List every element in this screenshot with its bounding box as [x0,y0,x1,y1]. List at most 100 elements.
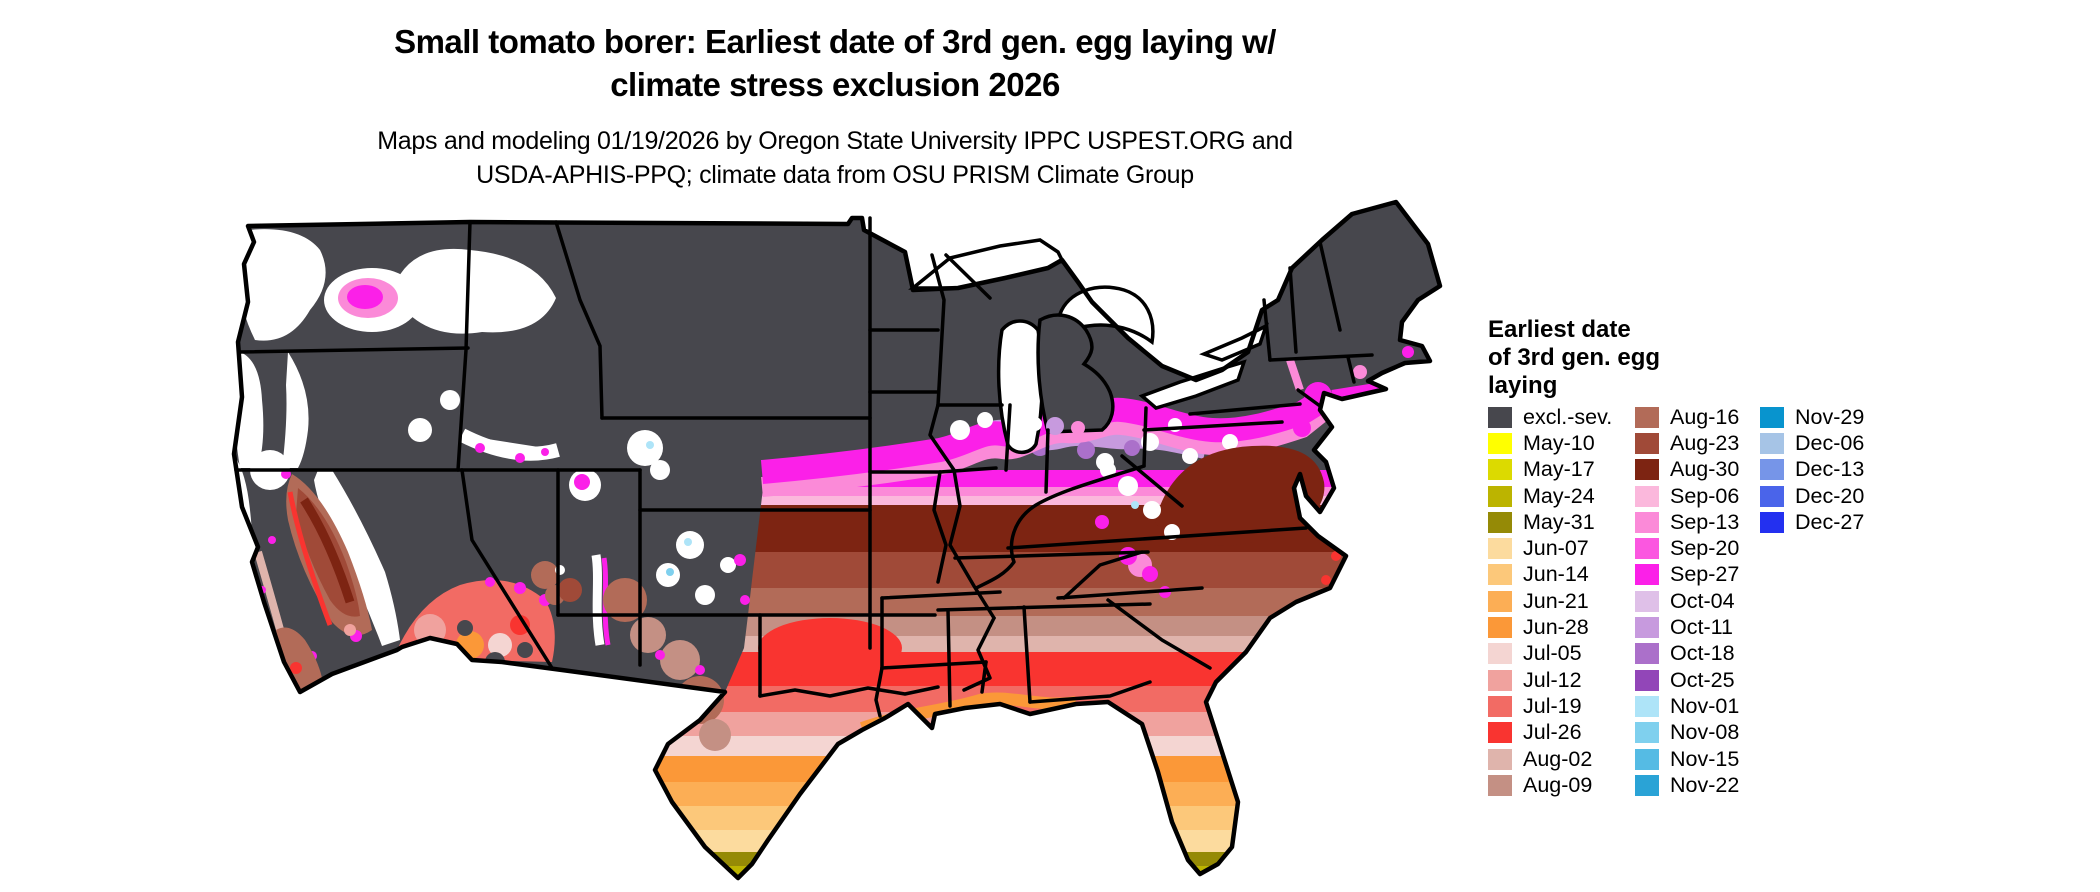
legend-swatch [1635,774,1659,796]
legend-item: Jul-19 [1488,693,1612,719]
legend-label: May-17 [1523,457,1595,482]
legend-item: excl.-sev. [1488,404,1612,430]
legend-swatch [1488,695,1512,717]
legend-column-2: Aug-16 Aug-23 Aug-30 Sep-06 Sep-13 Sep-20 Sep-… [1635,404,1739,798]
michigan-mitten [1036,313,1115,434]
legend-swatch [1488,774,1512,796]
legend-label: Oct-18 [1670,641,1735,666]
legend-label: Aug-16 [1670,404,1740,429]
legend-label: Sep-06 [1670,483,1740,508]
legend-label: May-31 [1523,509,1595,534]
legend-label: Aug-30 [1670,457,1740,482]
page-title-line1: Small tomato borer: Earliest date of 3rd… [394,23,1276,60]
legend-item: Oct-11 [1635,614,1739,640]
lake-ontario [1199,322,1269,362]
legend-item: Aug-16 [1635,404,1739,430]
legend-swatch [1488,669,1512,691]
legend-label: Dec-20 [1795,483,1865,508]
map-legend: Earliest date of 3rd gen. egg laying exc… [1488,316,2098,797]
legend-swatch [1635,643,1659,665]
legend-swatch [1488,485,1512,507]
legend-item: Aug-09 [1488,772,1612,798]
legend-swatch [1635,485,1659,507]
legend-swatch [1635,538,1659,560]
legend-label: Jul-05 [1523,641,1582,666]
legend-swatch [1760,485,1784,507]
legend-item: Oct-04 [1635,588,1739,614]
legend-swatch [1488,459,1512,481]
legend-swatch [1488,748,1512,770]
legend-label: Jul-19 [1523,693,1582,718]
legend-swatch [1488,564,1512,586]
legend-swatch [1488,511,1512,533]
legend-label: Jun-21 [1523,588,1589,613]
legend-swatch [1488,406,1512,428]
legend-column-3: Nov-29 Dec-06 Dec-13 Dec-20 Dec-27 [1760,404,1864,535]
page-subtitle-line2: USDA-APHIS-PPQ; climate data from OSU PR… [476,161,1194,189]
legend-label: Oct-04 [1670,588,1735,613]
legend-swatch [1488,590,1512,612]
page-title: Small tomato borer: Earliest date of 3rd… [230,20,1440,106]
us-outline [231,199,1443,881]
legend-swatch [1635,695,1659,717]
legend-label: Aug-09 [1523,772,1593,797]
legend-label: Sep-20 [1670,536,1740,561]
page-subtitle-line1: Maps and modeling 01/19/2026 by Oregon S… [377,127,1293,155]
legend-swatch [1760,406,1784,428]
legend-swatch [1760,459,1784,481]
legend-item: Nov-15 [1635,746,1739,772]
legend-swatch [1760,432,1784,454]
page-subtitle: Maps and modeling 01/19/2026 by Oregon S… [230,124,1440,192]
legend-swatch [1488,617,1512,639]
legend-label: Dec-27 [1795,509,1865,534]
legend-swatch [1488,432,1512,454]
legend-label: Jun-28 [1523,615,1589,640]
legend-swatch [1635,511,1659,533]
legend-label: Oct-25 [1670,667,1735,692]
legend-item: Jul-26 [1488,720,1612,746]
legend-item: May-24 [1488,483,1612,509]
legend-item: Oct-18 [1635,641,1739,667]
legend-label: Dec-13 [1795,457,1865,482]
legend-label: Jul-26 [1523,720,1582,745]
legend-swatch [1635,722,1659,744]
legend-label: Jul-12 [1523,667,1582,692]
page-title-line2: climate stress exclusion 2026 [610,66,1060,103]
legend-swatch [1635,590,1659,612]
legend-label: Sep-13 [1670,509,1740,534]
legend-item: Dec-20 [1760,483,1864,509]
state-borders [234,216,1374,718]
legend-item: Dec-13 [1760,457,1864,483]
legend-label: Nov-22 [1670,772,1740,797]
legend-item: Sep-27 [1635,562,1739,588]
legend-item: Nov-01 [1635,693,1739,719]
legend-label: May-10 [1523,430,1595,455]
legend-label: Aug-23 [1670,430,1740,455]
legend-swatch [1635,669,1659,691]
legend-item: May-10 [1488,430,1612,456]
legend-swatch [1760,511,1784,533]
legend-item: Nov-29 [1760,404,1864,430]
legend-item: Jun-07 [1488,535,1612,561]
legend-label: Aug-02 [1523,746,1593,771]
legend-title: Earliest date of 3rd gen. egg laying [1488,316,1661,399]
legend-item: Jul-05 [1488,641,1612,667]
legend-item: Dec-27 [1760,509,1864,535]
legend-swatch [1635,617,1659,639]
legend-item: Nov-22 [1635,772,1739,798]
legend-label: Nov-08 [1670,720,1740,745]
legend-item: Sep-20 [1635,535,1739,561]
legend-swatch [1635,459,1659,481]
lake-michigan [996,319,1045,455]
legend-item: May-31 [1488,509,1612,535]
legend-label: Oct-11 [1670,615,1733,640]
legend-item: Dec-06 [1760,430,1864,456]
legend-item: Sep-06 [1635,483,1739,509]
legend-item: Sep-13 [1635,509,1739,535]
legend-swatch [1635,748,1659,770]
legend-item: Aug-23 [1635,430,1739,456]
legend-swatch [1635,432,1659,454]
legend-label: Nov-29 [1795,404,1865,429]
